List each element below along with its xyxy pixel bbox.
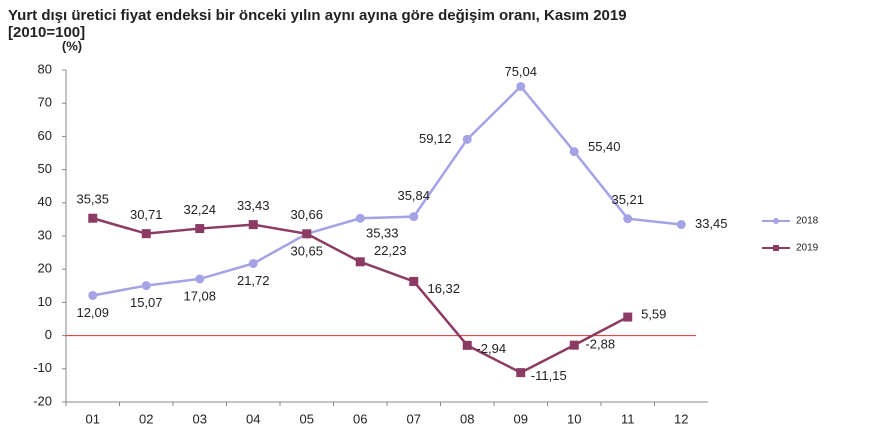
x-tick-label: 05 [300,411,314,426]
x-tick-label: 04 [246,411,260,426]
data-label: 30,65 [290,243,323,258]
point [355,213,365,223]
point [141,281,151,291]
point [569,340,579,350]
data-label: 35,35 [76,192,109,207]
x-tick-label: 07 [407,411,421,426]
legend-marker [773,245,779,251]
point [462,134,472,144]
series-line [92,217,629,375]
data-label: 33,43 [237,198,270,213]
data-label: 22,23 [374,243,407,258]
chart-title: Yurt dışı üretici fiyat endeksi bir önce… [8,7,627,24]
point [676,220,686,230]
data-label: 16,32 [427,281,460,296]
data-label: 15,07 [130,295,163,310]
point [409,276,419,286]
legend-label: 2018 [796,216,819,227]
point [355,257,365,267]
point [623,214,633,224]
y-tick-label: 80 [38,61,52,76]
data-label: 35,21 [611,192,644,207]
point [248,220,258,230]
legend-label: 2019 [796,243,819,254]
data-label: -2,88 [585,337,615,352]
y-tick-label: 20 [38,261,52,276]
point [195,224,205,234]
y-tick-label: 10 [38,294,52,309]
data-label: 35,33 [366,226,399,241]
point [569,147,579,157]
legend-marker [773,218,779,224]
x-tick-label: 03 [193,411,207,426]
point [88,213,98,223]
x-tick-label: 02 [139,411,153,426]
data-label: 30,66 [290,207,323,222]
x-tick-label: 09 [514,411,528,426]
data-label: 12,09 [76,305,109,320]
x-tick-label: 10 [567,411,581,426]
data-label: 17,08 [183,288,216,303]
x-tick-label: 06 [353,411,367,426]
data-label: 30,71 [130,207,163,222]
x-tick-label: 12 [674,411,688,426]
data-label: 55,40 [588,139,621,154]
x-tick-label: 08 [460,411,474,426]
data-label: 33,45 [695,216,728,231]
data-label: 32,24 [183,202,216,217]
data-label: 35,84 [397,188,430,203]
point [516,368,526,378]
y-tick-label: 50 [38,161,52,176]
x-tick-label: 11 [621,411,635,426]
point [409,212,419,222]
y-tick-label: -20 [33,393,52,408]
data-label: 59,12 [419,131,452,146]
point [248,258,258,268]
data-label: -11,15 [531,368,567,383]
y-tick-label: 60 [38,128,52,143]
point [302,229,312,239]
x-tick-label: 01 [86,411,100,426]
point [141,229,151,239]
y-tick-label: 0 [45,327,52,342]
y-tick-label: -10 [33,360,52,375]
data-label: -2,94 [476,341,506,356]
chart-subtitle: [2010=100] [8,24,85,41]
y-axis-label: (%) [62,38,82,53]
point [462,340,472,350]
point [88,290,98,300]
data-label: 5,59 [641,306,666,321]
y-tick-label: 30 [38,227,52,242]
point [516,81,526,91]
y-tick-label: 40 [38,194,52,209]
point [195,274,205,284]
y-tick-label: 70 [38,95,52,110]
series-line [92,84,682,297]
point [623,312,633,322]
data-label: 75,04 [504,64,537,79]
data-label: 21,72 [237,273,270,288]
